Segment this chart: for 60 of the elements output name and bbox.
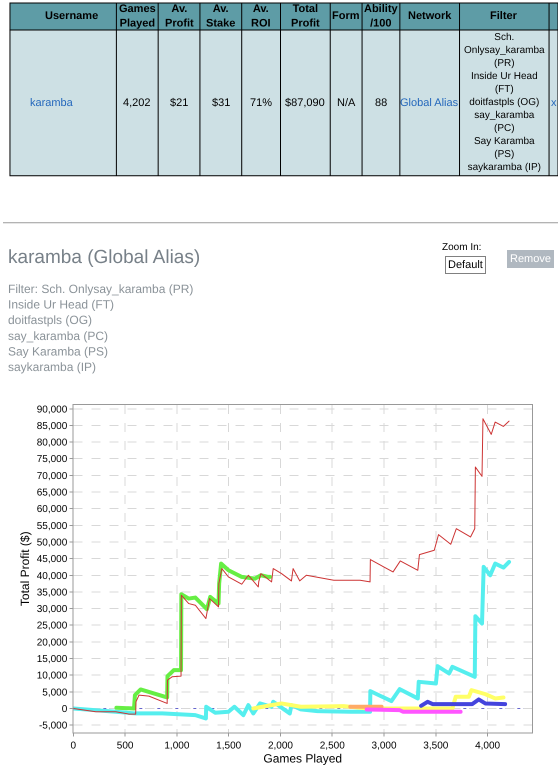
y-tick-label: -5,000 [38, 720, 68, 732]
chart-subtitle: Filter: Sch. Onlysay_karamba (PR) Inside Ur Head (FT) doitfastpls (OG) say_karamba (PC) Say Karamba (PS) saykaramba (IP) [8, 282, 194, 374]
text: karamba [30, 97, 74, 109]
text: Remove [510, 253, 551, 265]
text: 4,202 [123, 97, 151, 109]
category-label: Network [408, 10, 452, 22]
category-label: Total Profit [291, 3, 320, 30]
text: N/A [337, 97, 356, 109]
y-tick-label: 0 [62, 704, 68, 715]
y-tick-label: 80,000 [36, 438, 68, 449]
y-tick-label: 50,000 [36, 537, 68, 548]
text: $87,090 [285, 97, 325, 109]
text: Zoom In: [442, 242, 482, 253]
x-tick-label: 2,500 [320, 740, 346, 752]
x-tick-label: 4,000 [475, 740, 501, 752]
category-label: Filter [490, 10, 518, 22]
y-tick-label: 5,000 [42, 687, 68, 698]
y-tick-label: 75,000 [36, 454, 68, 466]
x-tick-label: 500 [116, 740, 134, 752]
y-tick-label: 85,000 [36, 420, 68, 432]
x-tick-label: 3,000 [372, 740, 397, 752]
x-tick-label: 2,000 [268, 740, 294, 752]
category-label: Username [45, 10, 98, 22]
category-label: Games Played [119, 3, 156, 30]
text: Default [448, 259, 483, 271]
x-tick-label: 0 [70, 740, 77, 752]
line-series [73, 560, 512, 720]
text: $21 [170, 97, 188, 109]
category-label: Av. Profit [165, 3, 194, 30]
y-tick-label: 20,000 [36, 637, 68, 648]
y-tick-label: 70,000 [36, 470, 68, 482]
category-label: Ability /100 [364, 3, 398, 30]
chart-title: karamba (Global Alias) [8, 247, 200, 268]
text: $31 [212, 97, 230, 109]
category-label: Av. Stake [206, 3, 236, 30]
y-tick-label: 10,000 [36, 670, 68, 682]
y-tick-label: 30,000 [36, 604, 68, 616]
line-series [419, 697, 508, 708]
x-tick-label: 1,000 [164, 740, 190, 752]
category-label: Av. ROI [251, 3, 271, 30]
text: 88 [375, 97, 388, 109]
text: Global Alias [400, 97, 459, 109]
line-series [73, 418, 510, 715]
y-tick-label: 65,000 [36, 488, 68, 499]
y-tick-label: 60,000 [36, 504, 68, 516]
y-tick-label: 45,000 [36, 554, 68, 566]
y-tick-label: 55,000 [36, 520, 68, 532]
y-axis-title: Total Profit ($) [18, 531, 32, 606]
x-axis-title: Games Played [263, 752, 342, 766]
y-tick-label: 15,000 [36, 654, 68, 665]
x-tick-label: 3,500 [423, 740, 449, 752]
y-tick-label: 25,000 [36, 620, 68, 632]
text: Sch. Onlysay_karamba (PR) Inside Ur Head (FT) doitfastpls (OG) say_karamba (PC) Say Karamba (PS) saykaramba (IP) [464, 32, 545, 173]
text: x [551, 97, 557, 109]
category-label: Form [332, 10, 360, 22]
y-tick-label: 90,000 [36, 404, 68, 416]
text: 71% [250, 97, 272, 109]
y-tick-label: 40,000 [36, 570, 68, 582]
y-tick-label: 35,000 [36, 587, 68, 598]
x-tick-label: 1,500 [216, 740, 242, 752]
